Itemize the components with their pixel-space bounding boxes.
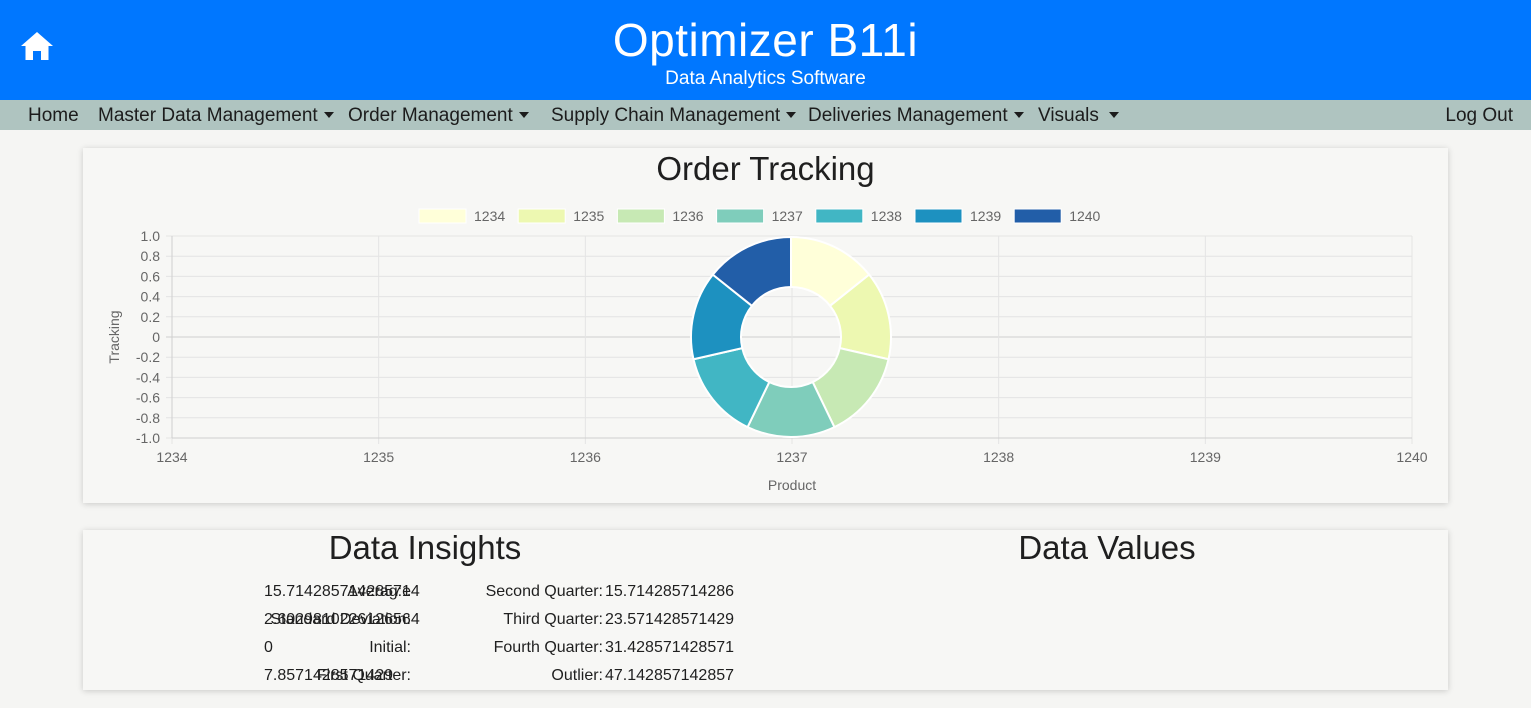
legend-label: 1234 bbox=[474, 208, 505, 224]
y-tick-label: 0 bbox=[152, 329, 160, 345]
y-tick-label: 0.2 bbox=[141, 309, 161, 325]
legend-swatch bbox=[1013, 208, 1062, 224]
legend-swatch bbox=[418, 208, 467, 224]
legend-label: 1240 bbox=[1069, 208, 1100, 224]
insight-third-quarter-value: 23.571428571429 bbox=[605, 611, 735, 628]
insight-outlier-label: Outlier: bbox=[551, 667, 603, 684]
x-tick-label: 1239 bbox=[1190, 449, 1221, 465]
insight-second-quarter-value: 15.714285714286 bbox=[605, 583, 735, 600]
doughnut-slice bbox=[711, 235, 792, 308]
legend-swatch bbox=[716, 208, 765, 224]
x-tick-label: 1237 bbox=[776, 449, 807, 465]
caret-down-icon bbox=[518, 112, 529, 118]
legend-label: 1237 bbox=[772, 208, 803, 224]
nav-deliveries-management[interactable]: Deliveries Management bbox=[808, 100, 1024, 130]
nav-home-label: Home bbox=[28, 105, 79, 126]
nav-master-data-management[interactable]: Master Data Management bbox=[98, 100, 334, 130]
y-tick-label: -1.0 bbox=[136, 430, 160, 446]
insight-outlier-value: 47.142857142857 bbox=[605, 667, 735, 684]
y-tick-label: -0.2 bbox=[136, 349, 160, 365]
y-axis-title: Tracking bbox=[106, 310, 122, 363]
x-tick-label: 1235 bbox=[363, 449, 394, 465]
insight-initial-label: Initial: bbox=[369, 639, 411, 656]
insight-fourth-quarter-value: 31.428571428571 bbox=[605, 639, 735, 656]
nav-supply-chain-management[interactable]: Supply Chain Management bbox=[551, 100, 797, 130]
nav-supply-chain-management-label: Supply Chain Management bbox=[551, 105, 781, 126]
x-axis-title: Product bbox=[768, 477, 816, 493]
home-icon[interactable] bbox=[20, 30, 54, 62]
legend-swatch bbox=[616, 208, 665, 224]
y-tick-label: 0.4 bbox=[141, 289, 161, 305]
y-tick-label: -0.4 bbox=[136, 369, 160, 385]
legend-label: 1235 bbox=[573, 208, 604, 224]
insight-std-label: Standard Deviation: bbox=[270, 611, 411, 628]
nav-deliveries-management-label: Deliveries Management bbox=[808, 105, 1008, 126]
insights-card: Data Insights Data Values Averag:e 15.71… bbox=[83, 529, 1448, 690]
legend-swatch bbox=[914, 208, 963, 224]
nav-visuals-label: Visuals bbox=[1038, 105, 1099, 126]
logout-link[interactable]: Log Out bbox=[1445, 100, 1513, 130]
legend-label: 1239 bbox=[970, 208, 1001, 224]
insight-third-quarter-label: Third Quarter: bbox=[503, 611, 603, 628]
nav-order-management[interactable]: Order Management bbox=[348, 100, 529, 130]
nav-order-management-label: Order Management bbox=[348, 105, 513, 126]
y-tick-label: -0.6 bbox=[136, 390, 160, 406]
nav-visuals[interactable]: Visuals bbox=[1038, 100, 1119, 130]
caret-down-icon bbox=[1013, 112, 1024, 118]
x-tick-label: 1238 bbox=[983, 449, 1014, 465]
insight-second-quarter-label: Second Quarter: bbox=[485, 583, 603, 600]
x-tick-label: 1234 bbox=[156, 449, 187, 465]
insight-average-label: Averag:e bbox=[347, 583, 411, 600]
caret-down-icon bbox=[323, 112, 334, 118]
y-tick-label: 0.6 bbox=[141, 268, 161, 284]
legend-label: 1238 bbox=[871, 208, 902, 224]
legend-swatch bbox=[517, 208, 566, 224]
app-subtitle: Data Analytics Software bbox=[665, 68, 866, 89]
logout-label: Log Out bbox=[1445, 105, 1513, 126]
nav-home[interactable]: Home bbox=[28, 100, 79, 130]
app-title: Optimizer B11i bbox=[612, 14, 919, 66]
caret-down-icon bbox=[786, 112, 797, 118]
y-tick-label: -0.8 bbox=[136, 410, 160, 426]
insight-fourth-quarter-label: Fourth Quarter: bbox=[493, 639, 603, 656]
legend-swatch bbox=[815, 208, 864, 224]
x-tick-label: 1240 bbox=[1396, 449, 1427, 465]
caret-down-icon bbox=[1108, 112, 1119, 118]
y-tick-label: 0.8 bbox=[141, 248, 161, 264]
values-title: Data Values bbox=[1018, 529, 1196, 566]
legend-label: 1236 bbox=[672, 208, 703, 224]
order-tracking-chart: 1.0 0.8 0.6 0.4 0.2 0 -0.2 -0.4 -0.6 -0.8 -1.0 1234… bbox=[106, 208, 1428, 493]
nav-master-data-management-label: Master Data Management bbox=[98, 105, 318, 126]
insight-average-value: 15.714285714285714 bbox=[264, 583, 420, 600]
insight-first-quarter-value: 7.8571428571429 bbox=[264, 667, 394, 684]
y-tick-label: 1.0 bbox=[141, 228, 161, 244]
order-tracking-card: Order Tracking 1.0 0.8 0.6 0.4 0.2 0 -0.2 -0.4 -… bbox=[83, 148, 1448, 503]
insight-std-value: 2.6029810226126564 bbox=[264, 611, 420, 628]
insight-first-quarter-label: First Quarter: bbox=[316, 667, 411, 684]
x-tick-label: 1236 bbox=[570, 449, 601, 465]
main-navbar: Home Master Data Management Order Manage… bbox=[0, 100, 1531, 130]
insights-title: Data Insights bbox=[328, 529, 522, 566]
chart-title: Order Tracking bbox=[656, 150, 875, 187]
insight-initial-value: 0 bbox=[264, 639, 273, 656]
app-header: Optimizer B11i Data Analytics Software bbox=[0, 0, 1531, 100]
